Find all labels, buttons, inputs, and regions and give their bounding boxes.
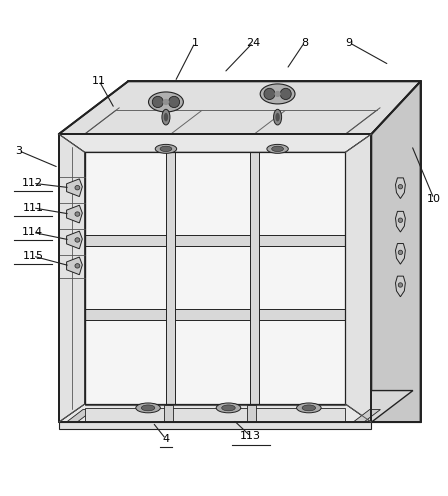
Ellipse shape xyxy=(155,144,177,153)
Polygon shape xyxy=(85,235,345,246)
Ellipse shape xyxy=(271,146,284,152)
Ellipse shape xyxy=(398,283,403,287)
Ellipse shape xyxy=(149,92,183,112)
Ellipse shape xyxy=(264,88,275,100)
Text: 4: 4 xyxy=(162,434,169,444)
Ellipse shape xyxy=(260,84,295,104)
Text: 114: 114 xyxy=(22,227,43,238)
Ellipse shape xyxy=(267,144,289,153)
Ellipse shape xyxy=(141,405,155,411)
Ellipse shape xyxy=(163,99,169,105)
Polygon shape xyxy=(67,179,82,196)
Text: 115: 115 xyxy=(22,251,43,261)
Ellipse shape xyxy=(275,91,281,97)
Polygon shape xyxy=(250,152,258,404)
Ellipse shape xyxy=(398,218,403,222)
Ellipse shape xyxy=(302,405,315,411)
Polygon shape xyxy=(85,310,345,320)
Polygon shape xyxy=(59,134,371,152)
Polygon shape xyxy=(249,410,276,422)
Text: 11: 11 xyxy=(92,75,106,85)
Text: 9: 9 xyxy=(345,38,353,48)
Polygon shape xyxy=(166,152,175,404)
Ellipse shape xyxy=(276,113,280,122)
Ellipse shape xyxy=(398,250,403,254)
Ellipse shape xyxy=(216,403,241,413)
Ellipse shape xyxy=(136,403,160,413)
Ellipse shape xyxy=(280,88,291,100)
Polygon shape xyxy=(396,211,405,232)
Text: 24: 24 xyxy=(246,38,260,48)
Text: 111: 111 xyxy=(22,203,43,213)
Ellipse shape xyxy=(75,264,80,268)
Polygon shape xyxy=(85,408,345,422)
Ellipse shape xyxy=(160,146,172,152)
Text: 113: 113 xyxy=(240,432,261,441)
Ellipse shape xyxy=(75,186,80,190)
Text: 10: 10 xyxy=(427,194,441,204)
Polygon shape xyxy=(67,231,82,249)
Ellipse shape xyxy=(75,212,80,216)
Polygon shape xyxy=(345,134,371,422)
Text: 112: 112 xyxy=(22,178,43,188)
Polygon shape xyxy=(59,134,85,422)
Polygon shape xyxy=(59,134,371,422)
Polygon shape xyxy=(67,205,82,223)
Ellipse shape xyxy=(274,109,282,125)
Ellipse shape xyxy=(162,109,170,125)
Ellipse shape xyxy=(75,238,80,242)
Polygon shape xyxy=(85,152,345,404)
Polygon shape xyxy=(59,422,371,429)
Polygon shape xyxy=(353,410,380,422)
Polygon shape xyxy=(85,152,345,404)
Text: 1: 1 xyxy=(191,38,198,48)
Polygon shape xyxy=(371,81,421,422)
Ellipse shape xyxy=(164,113,168,122)
Polygon shape xyxy=(59,404,371,422)
Polygon shape xyxy=(59,390,413,422)
Polygon shape xyxy=(396,244,405,264)
Ellipse shape xyxy=(222,405,235,411)
Polygon shape xyxy=(66,410,94,422)
Polygon shape xyxy=(59,81,421,134)
Ellipse shape xyxy=(297,403,321,413)
Polygon shape xyxy=(396,178,405,198)
Polygon shape xyxy=(247,405,256,422)
Text: 8: 8 xyxy=(301,38,308,48)
Text: 3: 3 xyxy=(15,146,22,156)
Ellipse shape xyxy=(152,96,164,108)
Ellipse shape xyxy=(398,185,403,189)
Polygon shape xyxy=(396,276,405,297)
Polygon shape xyxy=(164,405,173,422)
Ellipse shape xyxy=(168,96,180,108)
Polygon shape xyxy=(165,410,193,422)
Polygon shape xyxy=(67,257,82,275)
